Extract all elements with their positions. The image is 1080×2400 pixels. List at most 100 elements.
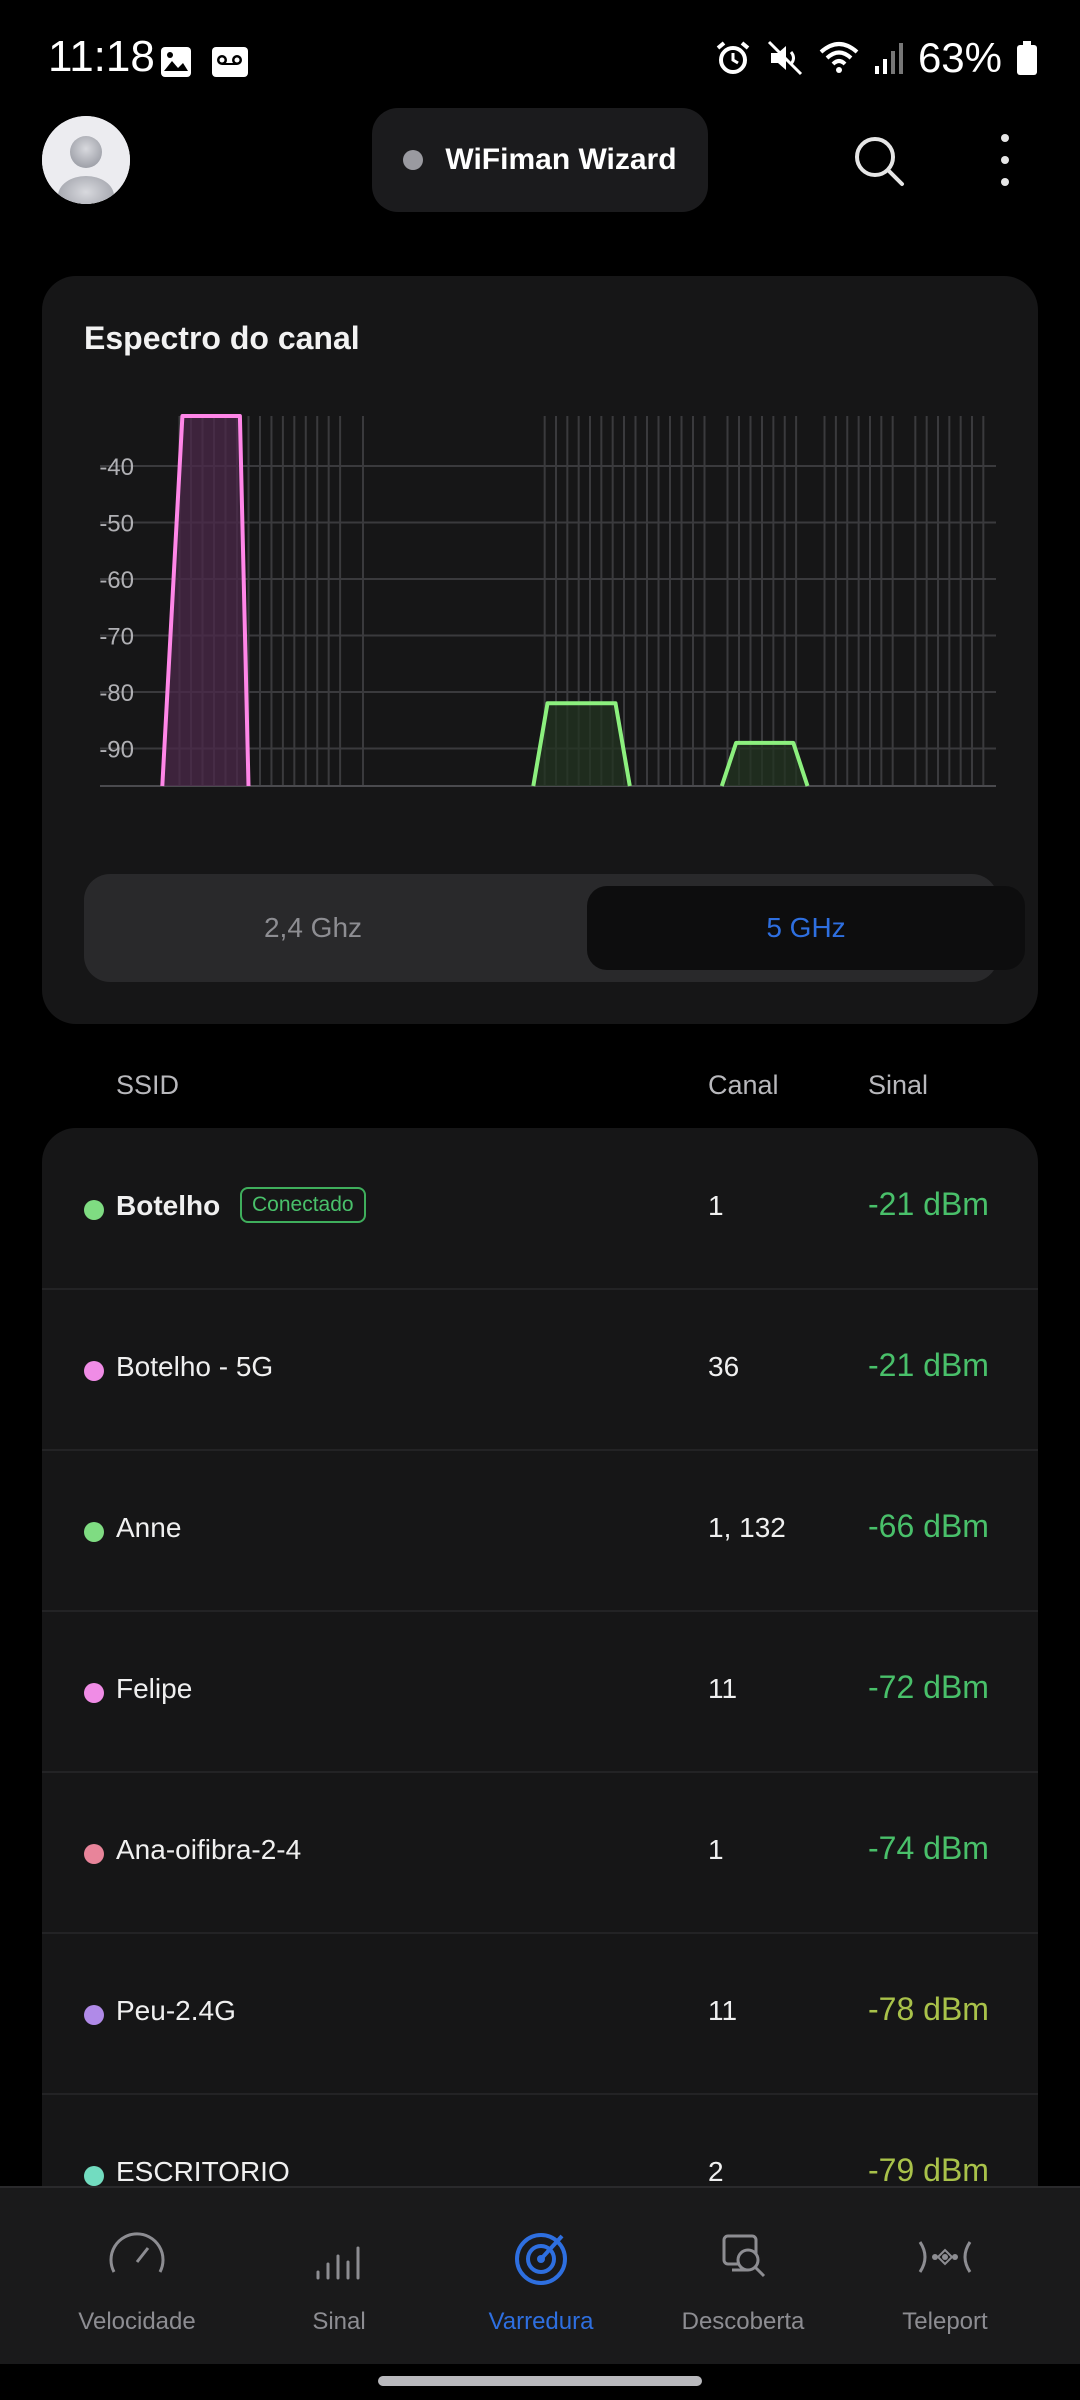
x-tick-label: 157 [850,805,890,806]
status-bar: 11:18 63% [0,0,1080,110]
x-tick-label: 96 [509,805,536,806]
band-option-5ghz[interactable]: 5 GHz [587,886,1025,970]
band-option-2-4ghz[interactable]: 2,4 Ghz [263,912,363,943]
network-channel: 11 [708,1673,738,1704]
radar-scan-icon [515,2233,567,2285]
network-ssid: Ana-oifibra-2-4 [116,1834,302,1865]
spectrum-chart: -40 -50 -60 -70 -80 -90 34 50 68 96 114 138 157 169 [99,414,996,806]
network-channel: 2 [708,2156,724,2187]
speedometer-icon [109,2232,165,2273]
network-row[interactable]: Ana-oifibra-2-4 1 -74 dBm [42,1772,1038,1934]
bottom-navigation: Velocidade Sinal Varredura Descoberta Te… [0,2186,1080,2364]
network-color-dot [84,1361,104,1381]
network-signal: -21 dBm [868,1347,989,1383]
x-tick-label: 68 [350,805,377,806]
signal-icon [874,43,903,74]
network-color-dot [84,2005,104,2025]
battery-icon [1017,41,1037,75]
y-tick-label: -60 [99,567,134,594]
nav-label: Descoberta [681,2308,805,2335]
network-row[interactable]: Peu-2.4G 11 -78 dBm [42,1933,1038,2095]
y-tick-label: -50 [99,511,134,538]
y-tick-label: -90 [99,737,134,764]
network-signal: -21 dBm [868,1186,989,1222]
channel-spectrum-card: Espectro do canal -40 -50 -60 -70 -80 -90 34 50… [42,276,1038,1024]
x-tick-label: 138 [742,805,782,806]
network-row[interactable]: ESCRITORIO 2 -79 dBm [42,2094,1038,2188]
network-row[interactable]: Botelho Conectado 1 -21 dBm [42,1128,1038,1290]
column-ssid: SSID [116,1070,180,1100]
column-sinal: Sinal [868,1070,929,1100]
network-channel: 1, 132 [708,1512,786,1543]
signal-bars-icon [316,2246,360,2280]
network-color-dot [84,1683,104,1703]
network-ssid: Peu-2.4G [116,1995,236,2026]
more-vertical-icon[interactable] [988,130,1022,190]
device-discovery-icon [722,2234,766,2278]
network-channel-area [721,742,808,786]
teleport-icon [918,2241,972,2273]
nav-label: Velocidade [78,2308,196,2335]
nav-teleport[interactable]: Teleport [845,2188,1045,2364]
nav-label: Varredura [488,2308,594,2335]
spectrum-title: Espectro do canal [84,320,360,356]
nav-varredura[interactable]: Varredura [441,2188,641,2364]
network-color-dot [84,2166,104,2186]
x-tick-label: 169 [918,805,958,806]
x-tick-label: 34 [155,805,182,806]
app-title: WiFiman Wizard [445,143,677,176]
network-channel: 1 [708,1834,724,1865]
network-ssid: Felipe [116,1673,193,1704]
voicemail-icon [212,47,248,77]
wifi-icon [819,42,859,73]
network-ssid: ESCRITORIO [116,2156,290,2187]
status-time: 11:18 [48,32,155,81]
network-list: Botelho Conectado 1 -21 dBm Botelho - 5G 36 -2… [42,1128,1038,2188]
network-row[interactable]: Felipe 11 -72 dBm [42,1611,1038,1773]
y-tick-label: -70 [99,624,134,651]
network-ssid: Anne [116,1512,182,1543]
nav-velocidade[interactable]: Velocidade [37,2188,237,2364]
search-icon[interactable] [852,134,906,188]
user-avatar-icon[interactable] [42,116,130,204]
nav-descoberta[interactable]: Descoberta [643,2188,843,2364]
nav-label: Teleport [902,2308,988,2335]
band-toggle: 2,4 Ghz 5 GHz [84,874,1025,982]
x-tick-label: 50 [247,805,274,806]
network-channel: 11 [708,1995,738,2026]
home-indicator[interactable] [378,2376,702,2386]
wizard-pill[interactable]: WiFiman Wizard [372,108,708,212]
network-color-dot [84,1844,104,1864]
connected-badge: Conectado [240,1187,366,1223]
battery-percent: 63% [917,34,1002,81]
network-channel: 36 [708,1351,740,1382]
network-signal: -78 dBm [868,1991,989,2027]
network-channel-outline [719,740,810,787]
y-tick-label: -80 [99,680,134,707]
status-dot [403,150,424,170]
network-row[interactable]: Anne 1, 132 -66 dBm [42,1450,1038,1612]
network-ssid: Botelho [116,1190,221,1221]
network-channel-outline [531,701,632,787]
network-channel-area [162,416,249,786]
network-color-dot [84,1522,104,1542]
image-icon [161,47,191,77]
network-signal: -72 dBm [868,1669,989,1705]
network-channel: 1 [708,1190,724,1221]
nav-label: Sinal [312,2308,366,2335]
network-signal: -66 dBm [868,1508,989,1544]
network-ssid: Botelho - 5G [116,1351,274,1382]
network-color-dot [84,1200,104,1220]
alarm-icon [716,41,750,74]
x-tick-label: 114 [605,805,644,806]
network-channel-area [533,703,630,786]
network-channel-outline [160,414,251,787]
mute-icon [767,40,802,76]
network-list-header: SSID Canal Sinal [0,1070,1080,1110]
network-row[interactable]: Botelho - 5G 36 -21 dBm [42,1289,1038,1451]
network-signal: -74 dBm [868,1830,989,1866]
network-signal: -79 dBm [868,2152,989,2188]
y-tick-label: -40 [99,454,134,481]
column-canal: Canal [708,1070,779,1100]
nav-sinal[interactable]: Sinal [239,2188,439,2364]
